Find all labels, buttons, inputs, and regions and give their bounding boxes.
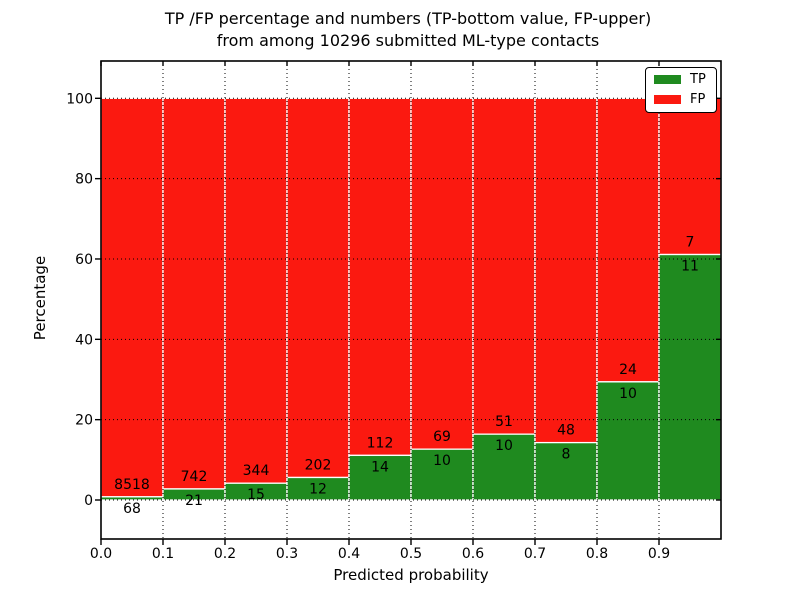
fp-count-label-3: 202	[305, 457, 332, 473]
x-tick-label-0.0: 0.0	[90, 546, 112, 562]
x-tick-label-0.7: 0.7	[524, 546, 546, 562]
x-tick-label-0.5: 0.5	[400, 546, 422, 562]
y-tick-label-0: 0	[84, 493, 93, 509]
x-tick-label-0.6: 0.6	[462, 546, 484, 562]
bar-fp-6	[472, 97, 536, 435]
tp-count-label-0: 68	[123, 501, 141, 517]
tp-count-label-1: 21	[185, 493, 203, 509]
tp-count-label-3: 12	[309, 481, 327, 497]
bar-tp-6	[472, 433, 536, 501]
tp-count-label-7: 8	[562, 447, 571, 463]
bar-fp-9	[658, 97, 722, 256]
bar-tp-5	[410, 448, 474, 501]
bar-tp-9	[658, 253, 722, 501]
fp-count-label-6: 51	[495, 414, 513, 430]
x-axis-label: Predicted probability	[333, 566, 489, 584]
y-tick-label-40: 40	[75, 332, 93, 348]
y-tick-label-100: 100	[66, 91, 93, 107]
chart-title: TP /FP percentage and numbers (TP-bottom…	[8, 8, 800, 52]
tp-legend-swatch	[654, 75, 681, 84]
y-tick-label-20: 20	[75, 413, 93, 429]
fp-count-label-8: 24	[619, 362, 637, 378]
x-tick-label-0.1: 0.1	[152, 546, 174, 562]
bar-tp-7	[534, 441, 598, 501]
x-tick-label-0.8: 0.8	[586, 546, 608, 562]
fp-count-label-2: 344	[243, 463, 270, 479]
fp-count-label-9: 7	[686, 235, 695, 251]
chart-title-line1: TP /FP percentage and numbers (TP-bottom…	[164, 9, 652, 28]
bar-fp-1	[162, 97, 226, 490]
bar-fp-5	[410, 97, 474, 450]
tp-count-label-9: 11	[681, 259, 699, 275]
tp-count-label-5: 10	[433, 453, 451, 469]
legend-item-tp: TP	[654, 73, 706, 86]
legend-item-fp: FP	[654, 93, 706, 106]
fp-count-label-7: 48	[557, 423, 575, 439]
fp-legend-label: FP	[690, 92, 706, 107]
fp-count-label-1: 742	[181, 469, 208, 485]
tp-count-label-8: 10	[619, 386, 637, 402]
chart-title-line2: from among 10296 submitted ML-type conta…	[216, 31, 600, 50]
x-tick-label-0.9: 0.9	[648, 546, 670, 562]
bar-fp-3	[286, 97, 350, 479]
fp-count-label-5: 69	[433, 429, 451, 445]
tp-legend-label: TP	[690, 72, 706, 87]
y-tick-label-80: 80	[75, 172, 93, 188]
bar-fp-0	[100, 97, 164, 498]
fp-count-label-4: 112	[367, 435, 394, 451]
fp-legend-swatch	[654, 95, 681, 104]
x-tick-label-0.4: 0.4	[338, 546, 360, 562]
bar-fp-4	[348, 97, 412, 457]
x-tick-label-0.3: 0.3	[276, 546, 298, 562]
tp-count-label-6: 10	[495, 438, 513, 454]
legend: TP FP	[645, 67, 717, 113]
tp-count-label-4: 14	[371, 459, 389, 475]
bar-fp-2	[224, 97, 288, 484]
tp-count-label-2: 15	[247, 487, 265, 503]
fp-count-label-0: 8518	[114, 477, 150, 493]
y-tick-label-60: 60	[75, 252, 93, 268]
x-tick-label-0.2: 0.2	[214, 546, 236, 562]
bar-fp-7	[534, 97, 598, 444]
